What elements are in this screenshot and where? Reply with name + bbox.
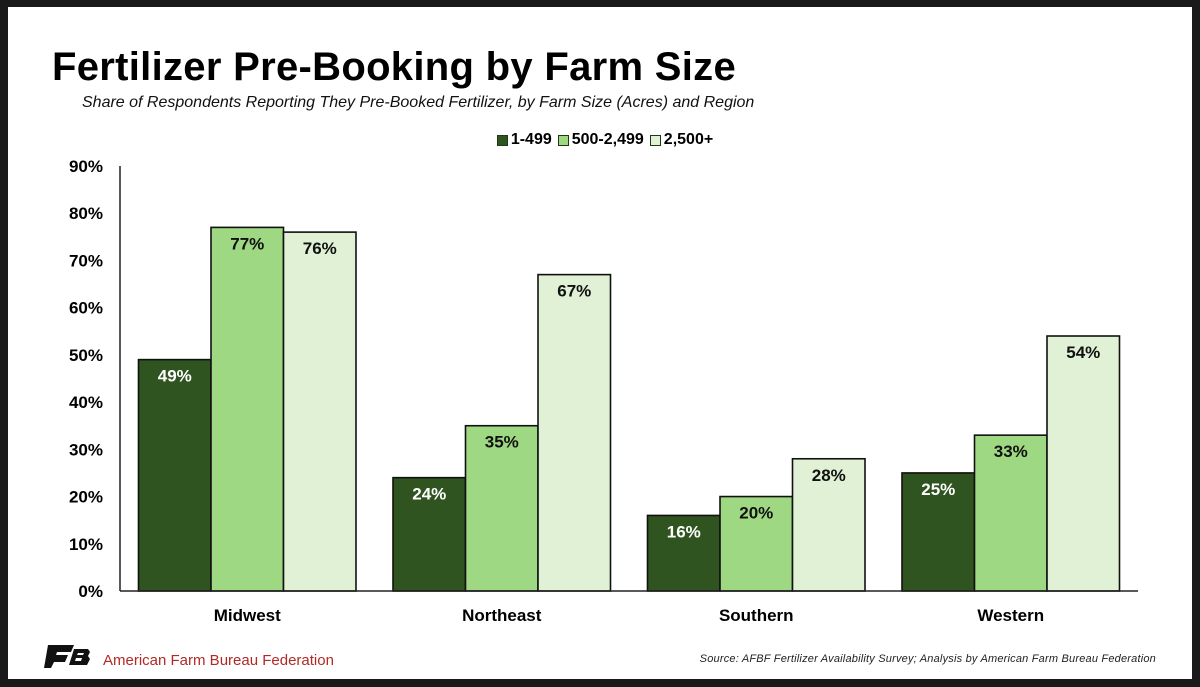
data-label: 16% — [667, 522, 701, 541]
bar — [901, 472, 976, 592]
y-tick-label: 10% — [69, 535, 103, 554]
legend-item-2500-plus: 2,500+ — [649, 131, 714, 149]
bar — [392, 476, 467, 592]
x-tick-label: Midwest — [214, 606, 281, 625]
legend-label-1-499: 1-499 — [510, 131, 552, 148]
bar — [973, 434, 1048, 592]
legend-label-2500-plus: 2,500+ — [663, 131, 714, 148]
data-label: 76% — [303, 239, 337, 258]
y-tick-label: 30% — [69, 440, 103, 459]
y-tick-label: 60% — [69, 299, 103, 318]
x-tick-label: Southern — [719, 606, 794, 625]
bar — [282, 231, 357, 592]
legend-item-1-499: 1-499 — [496, 131, 552, 149]
afbf-logo-icon — [44, 643, 92, 669]
data-label: 24% — [412, 485, 446, 504]
y-tick-label: 20% — [69, 488, 103, 507]
y-tick-label: 80% — [69, 204, 103, 223]
data-label: 54% — [1066, 343, 1100, 362]
y-tick-label: 70% — [69, 251, 103, 270]
data-label: 77% — [230, 234, 264, 253]
data-label: 67% — [557, 282, 591, 301]
legend-item-500-2499: 500-2,499 — [557, 131, 644, 149]
x-tick-label: Northeast — [462, 606, 542, 625]
legend-swatch-1-499 — [496, 134, 508, 146]
data-label: 20% — [739, 504, 773, 523]
bar — [1046, 335, 1121, 592]
y-tick-label: 0% — [78, 582, 103, 601]
y-tick-label: 50% — [69, 346, 103, 365]
data-label: 35% — [485, 433, 519, 452]
data-label: 49% — [158, 367, 192, 386]
legend-swatch-2500-plus — [649, 134, 661, 146]
legend-swatch-500-2499 — [557, 134, 569, 146]
chart-subtitle: Share of Respondents Reporting They Pre-… — [82, 94, 755, 111]
data-label: 28% — [812, 466, 846, 485]
footer-source: Source: AFBF Fertilizer Availability Sur… — [699, 653, 1156, 665]
legend-label-500-2499: 500-2,499 — [571, 131, 644, 148]
y-tick-label: 90% — [69, 157, 103, 176]
legend: 1-499 500-2,499 2,500+ — [8, 131, 1200, 149]
data-label: 25% — [921, 480, 955, 499]
data-label: 33% — [994, 442, 1028, 461]
bar — [791, 457, 866, 592]
chart-title: Fertilizer Pre-Booking by Farm Size — [52, 45, 736, 89]
x-tick-label: Western — [977, 606, 1044, 625]
y-tick-label: 40% — [69, 393, 103, 412]
bar — [537, 273, 612, 592]
bar — [137, 358, 212, 592]
footer-org-name: American Farm Bureau Federation — [103, 652, 334, 669]
bar — [210, 226, 285, 592]
